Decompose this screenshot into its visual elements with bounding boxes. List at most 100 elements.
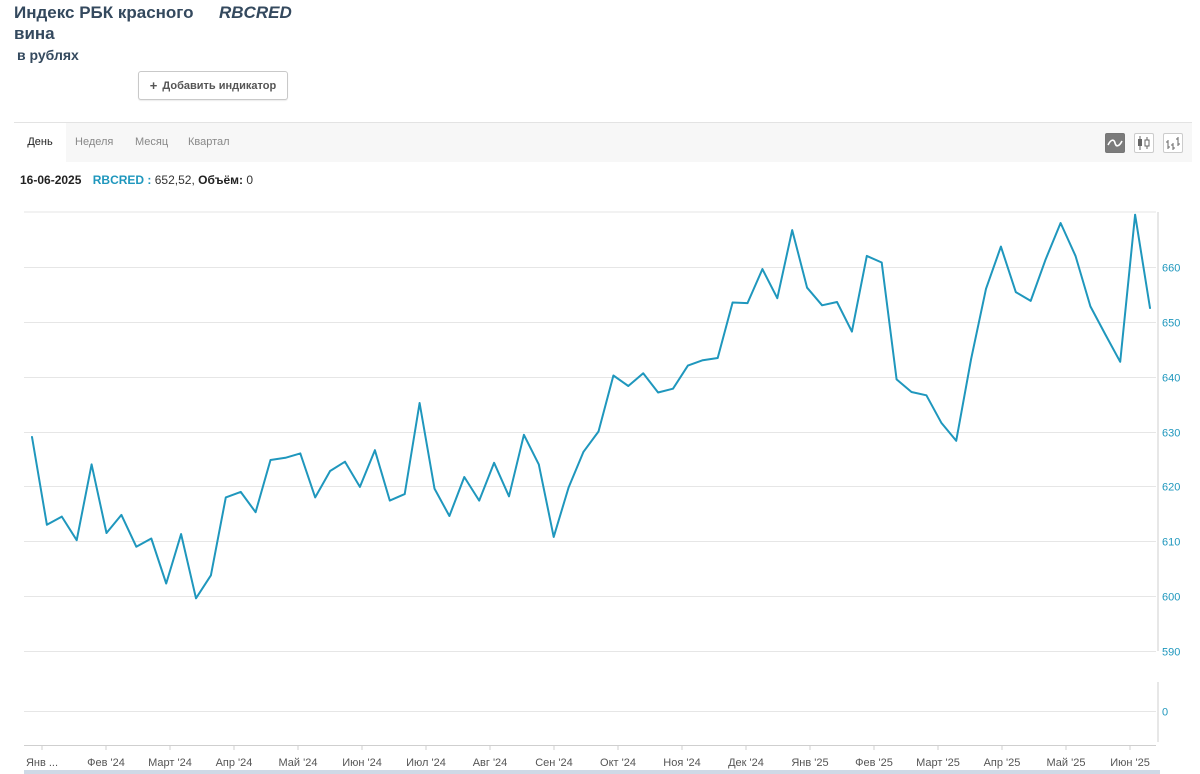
x-tick-label: Сен '24 xyxy=(535,757,573,769)
data-point xyxy=(269,459,272,461)
data-point xyxy=(254,511,257,513)
tab-quarter[interactable]: Квартал xyxy=(188,136,230,148)
add-indicator-button[interactable]: + Добавить индикатор xyxy=(138,71,288,100)
data-point xyxy=(508,495,510,498)
volume-tick-label: 0 xyxy=(1162,707,1168,719)
data-point xyxy=(374,449,376,452)
data-point xyxy=(746,302,749,304)
x-tick-label: Фев '25 xyxy=(855,757,893,769)
price-tick-label: 650 xyxy=(1162,318,1180,330)
data-point xyxy=(329,470,331,472)
data-point xyxy=(687,364,689,367)
tab-day[interactable]: День xyxy=(14,123,66,162)
data-point xyxy=(225,496,227,499)
data-point xyxy=(880,261,883,264)
x-tick-label: Март '24 xyxy=(148,757,192,769)
x-tick-label: Июн '24 xyxy=(342,757,382,769)
data-point xyxy=(463,476,466,478)
readout-ticker: RBCRED : xyxy=(92,173,152,187)
chart-toolbar: День Неделя Месяц Квартал xyxy=(14,122,1192,162)
data-point xyxy=(776,297,779,300)
chart-scrollbar[interactable] xyxy=(24,770,1160,774)
data-point xyxy=(1074,255,1077,257)
x-tick-label: Фев '24 xyxy=(87,757,125,769)
ohlc-bar-button[interactable] xyxy=(1163,133,1183,153)
data-point xyxy=(448,515,451,517)
data-point xyxy=(955,440,957,442)
data-point xyxy=(239,491,242,493)
data-point xyxy=(552,536,555,538)
price-tick-label: 640 xyxy=(1162,373,1180,385)
data-point xyxy=(180,533,182,535)
x-tick-label: Апр '25 xyxy=(984,757,1021,769)
data-point xyxy=(731,301,734,304)
x-tick-label: Май '24 xyxy=(279,757,318,769)
data-point xyxy=(1119,361,1121,363)
data-point xyxy=(821,304,823,307)
data-point xyxy=(1149,307,1151,309)
x-tick-label: Окт '24 xyxy=(600,757,636,769)
data-point xyxy=(403,493,406,495)
x-tick-label: Май '25 xyxy=(1047,757,1086,769)
data-point xyxy=(851,330,853,333)
x-tick-label: Дек '24 xyxy=(728,757,764,769)
data-point xyxy=(344,460,346,463)
data-point xyxy=(940,421,943,424)
x-tick-label: Янв ... xyxy=(26,757,58,769)
data-point xyxy=(418,402,421,404)
data-point xyxy=(46,524,48,526)
data-point xyxy=(299,452,302,455)
data-point xyxy=(657,391,659,394)
data-point xyxy=(642,372,644,375)
data-point xyxy=(523,434,525,436)
data-point xyxy=(90,463,93,466)
candlestick-button[interactable] xyxy=(1134,133,1154,153)
readout-volume-value: 0 xyxy=(243,173,254,187)
data-point xyxy=(150,537,153,540)
data-point xyxy=(135,545,138,548)
data-point xyxy=(1134,213,1136,216)
data-point xyxy=(284,457,287,459)
line-chart-button[interactable] xyxy=(1105,133,1125,153)
data-point xyxy=(925,394,928,397)
data-point xyxy=(31,436,33,438)
x-tick-label: Ноя '24 xyxy=(663,757,700,769)
page-subtitle: в рублях xyxy=(17,47,79,63)
title-block: Индекс РБК красного вина xyxy=(14,2,204,44)
data-point xyxy=(359,486,361,488)
data-point xyxy=(761,268,764,270)
readout-value: 652,52, xyxy=(151,173,199,187)
readout-volume-label: Объём: xyxy=(198,173,244,187)
page-title: Индекс РБК красного вина xyxy=(14,3,194,43)
data-point xyxy=(478,499,481,502)
x-tick-label: Март '25 xyxy=(916,757,960,769)
x-tick-label: Авг '24 xyxy=(473,757,508,769)
price-tick-label: 660 xyxy=(1162,263,1180,275)
data-point xyxy=(493,462,495,464)
data-point xyxy=(910,391,913,393)
data-point xyxy=(1104,333,1107,336)
data-point xyxy=(1059,222,1062,224)
data-point xyxy=(582,451,585,453)
line-chart-icon xyxy=(1107,139,1123,147)
x-tick-label: Июн '25 xyxy=(1110,757,1150,769)
plus-icon: + xyxy=(149,78,158,93)
data-point xyxy=(389,499,391,502)
price-tick-label: 630 xyxy=(1162,428,1180,440)
data-point xyxy=(672,387,674,390)
x-tick-label: Июл '24 xyxy=(406,757,446,769)
ticker-symbol: RBCRED xyxy=(219,3,292,22)
data-point xyxy=(120,514,123,516)
data-point xyxy=(612,374,615,377)
tab-week[interactable]: Неделя xyxy=(75,136,114,148)
data-readout: 16-06-2025 RBCRED : 652,52, Объём: 0 xyxy=(20,173,253,187)
price-tick-label: 590 xyxy=(1162,647,1180,659)
data-point xyxy=(1015,291,1017,293)
data-point xyxy=(210,574,212,577)
tab-month[interactable]: Месяц xyxy=(135,136,169,148)
data-point xyxy=(433,487,436,490)
data-point xyxy=(195,597,197,600)
data-point xyxy=(61,515,63,518)
price-tick-label: 610 xyxy=(1162,537,1180,549)
